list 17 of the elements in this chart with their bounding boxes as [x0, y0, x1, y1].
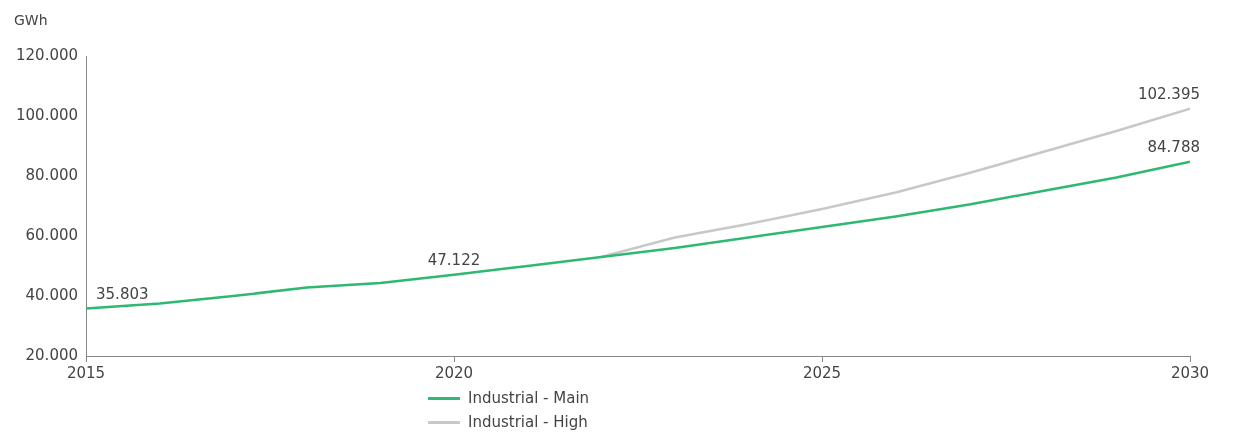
y-tick-label: 80.000 [25, 165, 79, 184]
data-label: 102.395 [1137, 85, 1200, 104]
legend-label: Industrial - Main [468, 388, 590, 409]
data-label: 47.122 [427, 251, 481, 270]
data-label: 84.788 [1147, 138, 1200, 157]
y-tick-label: 40.000 [25, 285, 79, 304]
y-tick-label: 120.000 [16, 45, 79, 64]
x-tick-label: 2020 [434, 363, 474, 382]
x-tick-label: 2025 [802, 363, 842, 382]
y-tick-label: 20.000 [25, 345, 79, 364]
y-tick-label: 60.000 [25, 225, 79, 244]
y-tick-label: 100.000 [16, 105, 79, 124]
x-tick-label: 2015 [66, 363, 106, 382]
x-tick-label: 2030 [1170, 363, 1210, 382]
data-label: 35.803 [96, 284, 149, 303]
y-axis-title: GWh [14, 11, 48, 28]
legend-label: Industrial - High [468, 412, 588, 433]
